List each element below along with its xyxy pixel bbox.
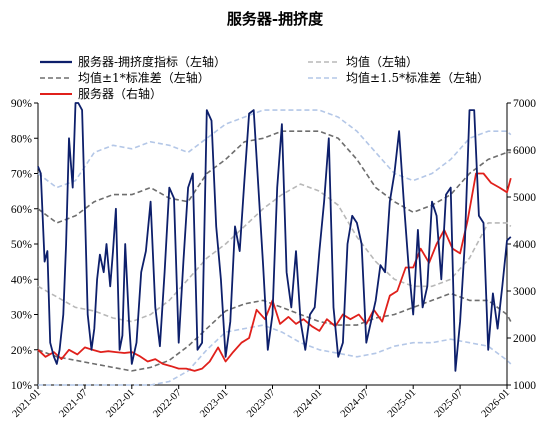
chart-title: 服务器-拥挤度 xyxy=(227,10,324,28)
legend-item-mean: 均值（左轴） xyxy=(308,54,418,69)
x-tick-label: 2025-01 xyxy=(386,387,419,420)
x-tick-label: 2022-07 xyxy=(151,387,184,420)
x-tick-label: 2022-01 xyxy=(104,387,137,420)
legend-item-band15: 均值±1.5*标准差（左轴） xyxy=(308,70,489,85)
legend-label-band1: 均值±1*标准差（左轴） xyxy=(78,70,210,85)
x-tick-label: 2026-01 xyxy=(480,387,513,420)
band15-lower-line xyxy=(38,324,512,386)
series-layer xyxy=(37,102,512,386)
legend-item-band1: 均值±1*标准差（左轴） xyxy=(40,70,210,85)
legend-label-index: 服务器（右轴） xyxy=(78,86,162,101)
axes: 10% 20% 30% 40% 50% 60% 70% 80% 90% 1000 2000 3000 4… xyxy=(11,98,537,420)
left-tick-label: 30% xyxy=(11,310,33,322)
band15-upper-line xyxy=(37,109,512,189)
crowding-line xyxy=(37,102,512,372)
right-tick-label: 4000 xyxy=(513,239,536,251)
right-tick-label: 3000 xyxy=(513,286,536,298)
left-tick-label: 50% xyxy=(11,239,33,251)
legend-label-band15: 均值±1.5*标准差（左轴） xyxy=(346,70,489,85)
left-tick-label: 10% xyxy=(11,380,33,392)
left-tick-label: 90% xyxy=(11,98,33,110)
right-tick-label: 2000 xyxy=(513,333,536,345)
x-tick-label: 2023-07 xyxy=(245,387,278,420)
left-tick-label: 60% xyxy=(11,204,33,216)
x-tick-label: 2021-07 xyxy=(57,387,90,420)
right-tick-label: 5000 xyxy=(513,192,536,204)
legend-label-crowding: 服务器-拥挤度指标（左轴） xyxy=(78,54,226,69)
x-tick-label: 2021-01 xyxy=(11,387,44,420)
band1-lower-line xyxy=(37,292,512,372)
left-tick-label: 40% xyxy=(11,274,33,286)
band1-upper-line xyxy=(37,130,511,224)
legend-label-mean: 均值（左轴） xyxy=(346,54,418,69)
left-tick-label: 20% xyxy=(11,345,33,357)
x-tick-label: 2024-01 xyxy=(292,387,325,420)
x-tick-label: 2024-07 xyxy=(339,387,372,420)
index-line xyxy=(37,172,512,372)
right-tick-label: 1000 xyxy=(513,380,536,392)
legend: 服务器-拥挤度指标（左轴） 均值（左轴） 均值±1*标准差（左轴） 均值±1.5… xyxy=(40,54,489,101)
legend-item-index: 服务器（右轴） xyxy=(40,86,162,101)
left-tick-label: 80% xyxy=(11,133,33,145)
x-tick-label: 2023-01 xyxy=(198,387,231,420)
x-tick-label: 2025-07 xyxy=(433,387,466,420)
right-tick-label: 7000 xyxy=(513,98,536,110)
legend-item-crowding: 服务器-拥挤度指标（左轴） xyxy=(40,54,226,69)
right-tick-label: 6000 xyxy=(513,145,536,157)
left-tick-label: 70% xyxy=(11,169,33,181)
